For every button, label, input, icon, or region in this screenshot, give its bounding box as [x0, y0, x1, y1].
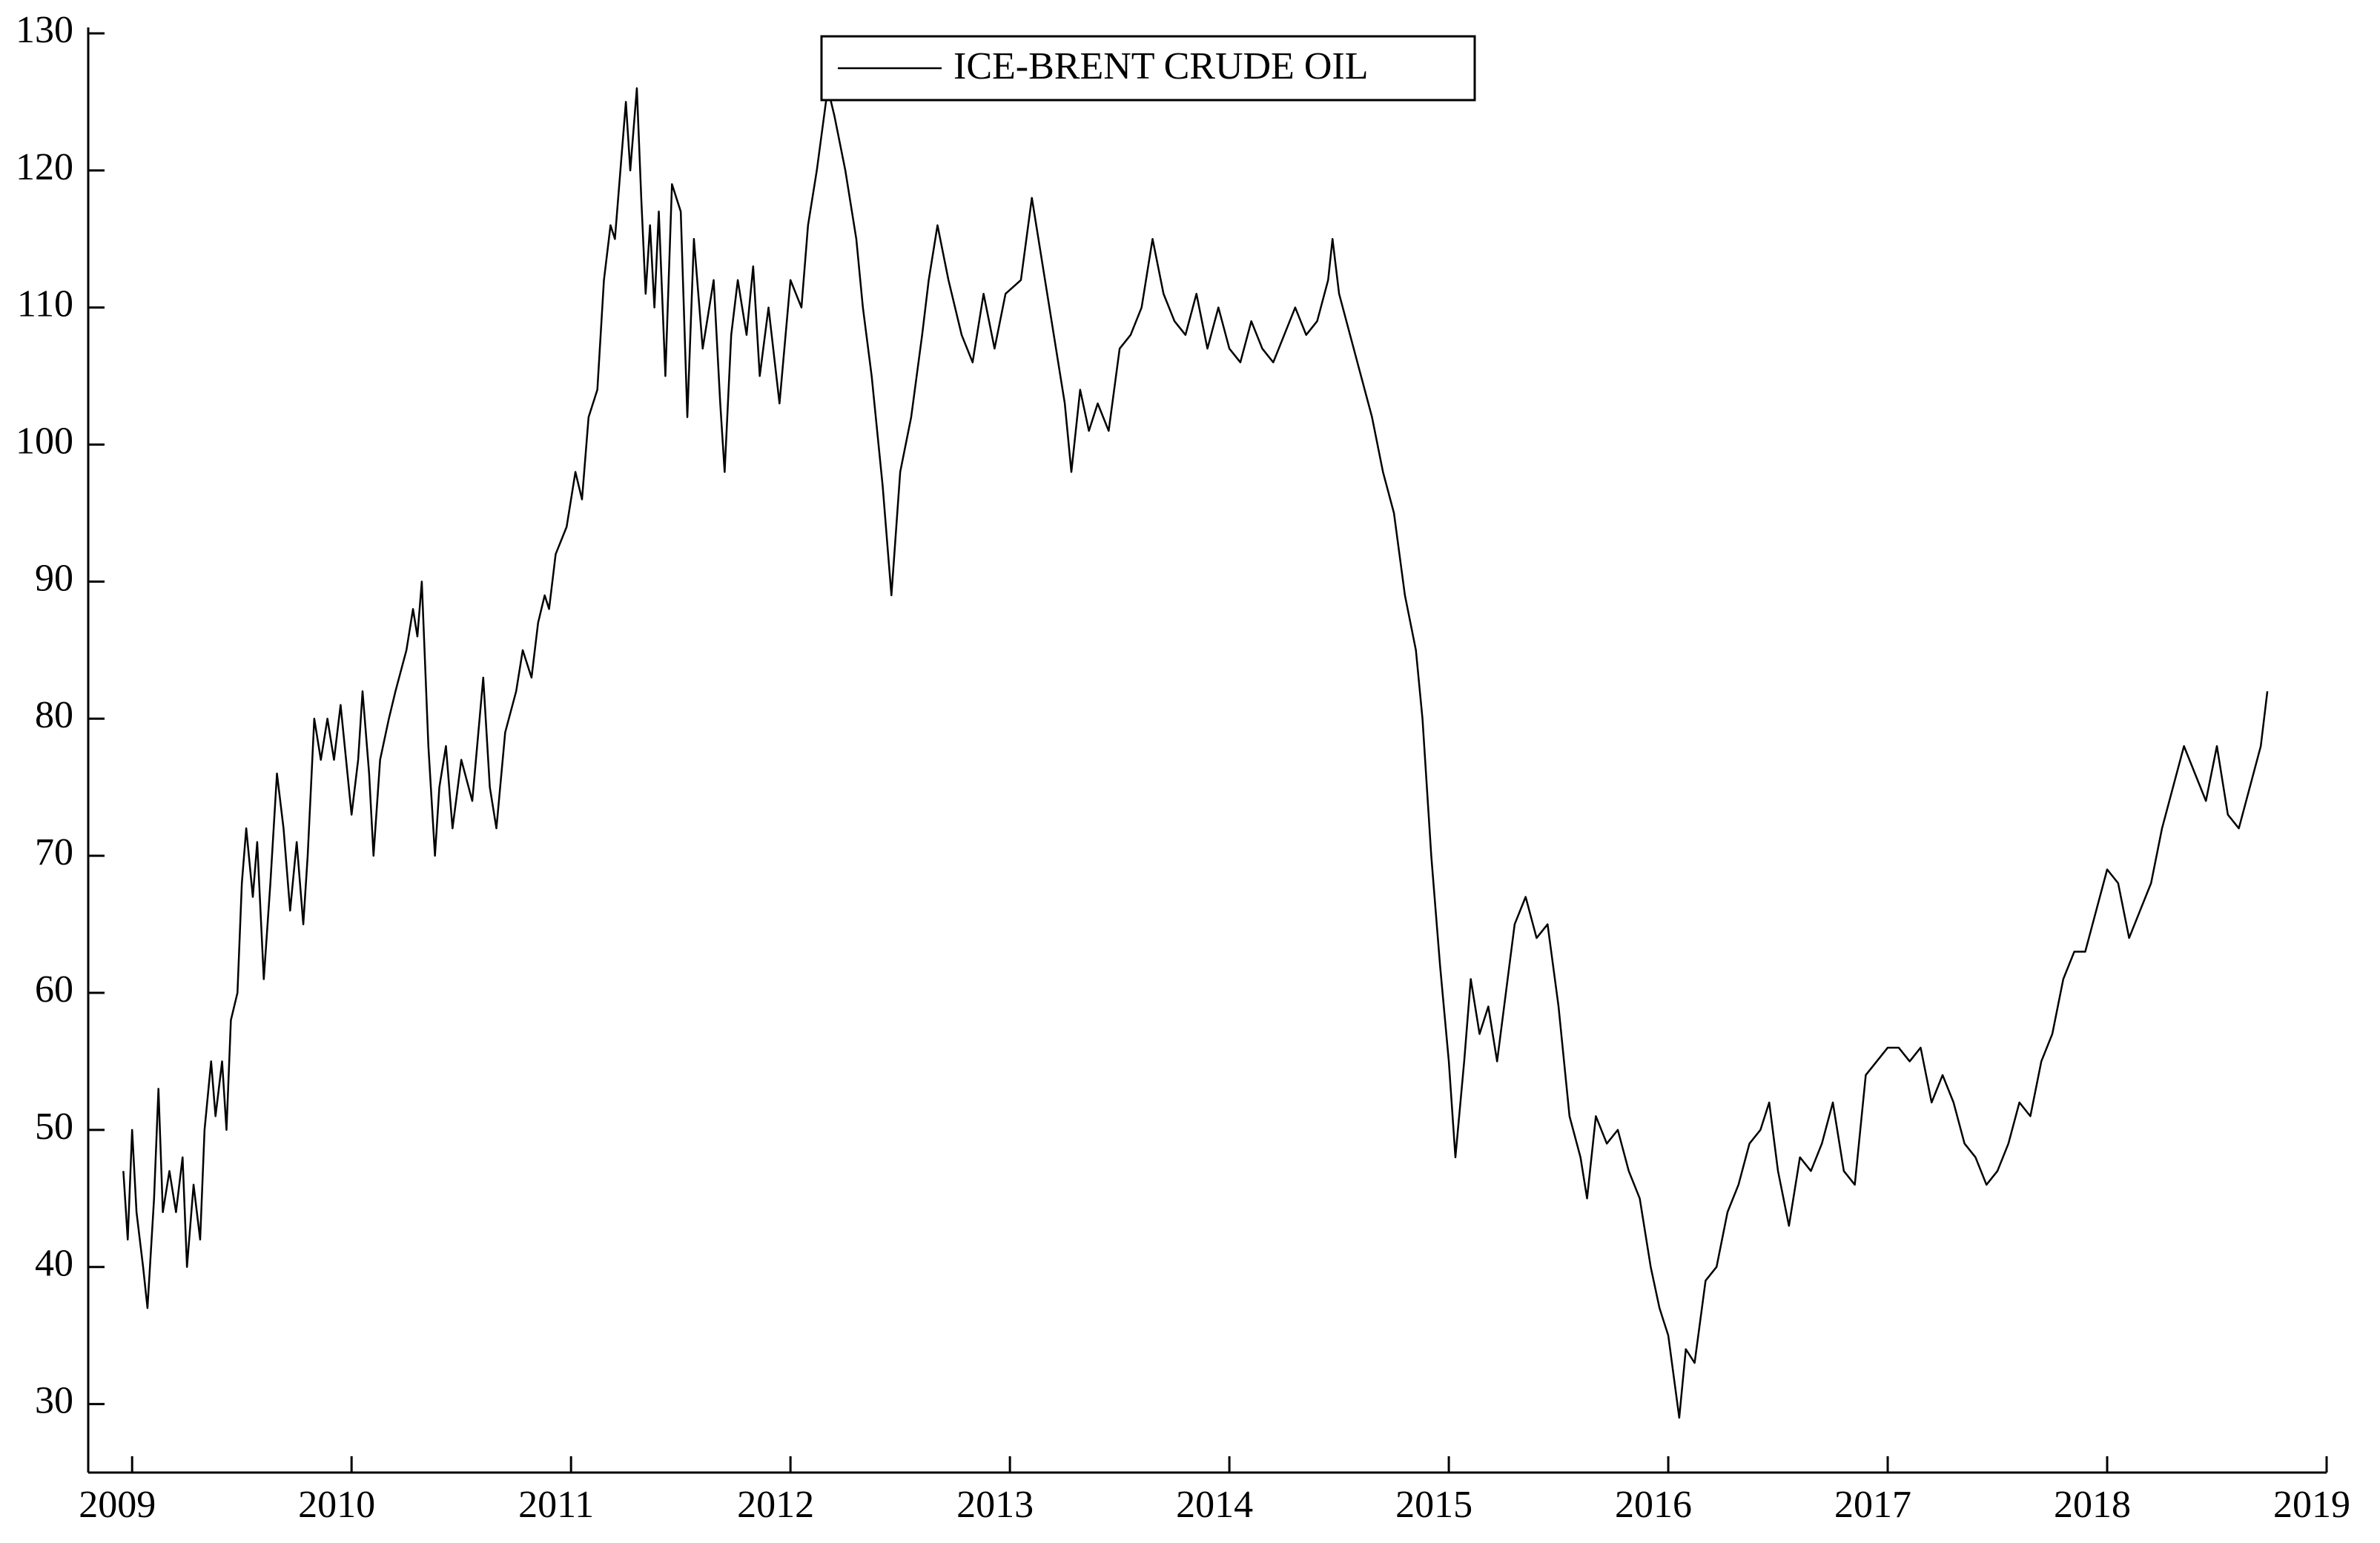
legend-label: ICE-BRENT CRUDE OIL	[953, 45, 1368, 87]
x-tick-label: 2015	[1395, 1484, 1472, 1526]
x-tick-label: 2011	[518, 1484, 594, 1526]
x-tick-label: 2013	[956, 1484, 1034, 1526]
x-tick-label: 2012	[737, 1484, 814, 1526]
x-tick-label: 2010	[298, 1484, 375, 1526]
y-tick-label: 100	[16, 420, 73, 463]
x-tick-label: 2018	[2054, 1484, 2131, 1526]
legend: ICE-BRENT CRUDE OIL	[820, 35, 1476, 102]
x-tick-label: 2019	[2273, 1484, 2350, 1526]
y-tick-label: 130	[16, 9, 73, 51]
y-tick-label: 30	[35, 1380, 73, 1422]
y-tick-label: 40	[35, 1243, 73, 1285]
y-tick-label: 60	[35, 968, 73, 1011]
y-tick-label: 50	[35, 1106, 73, 1148]
y-tick-label: 70	[35, 831, 73, 873]
x-tick-label: 2014	[1176, 1484, 1253, 1526]
y-tick-label: 120	[16, 146, 73, 188]
y-tick-label: 110	[17, 283, 73, 326]
y-tick-label: 80	[35, 694, 73, 736]
x-tick-label: 2017	[1834, 1484, 1911, 1526]
x-tick-label: 2016	[1615, 1484, 1692, 1526]
x-tick-label: 2009	[79, 1484, 156, 1526]
y-tick-label: 90	[35, 557, 73, 599]
data-line	[122, 87, 2269, 1419]
